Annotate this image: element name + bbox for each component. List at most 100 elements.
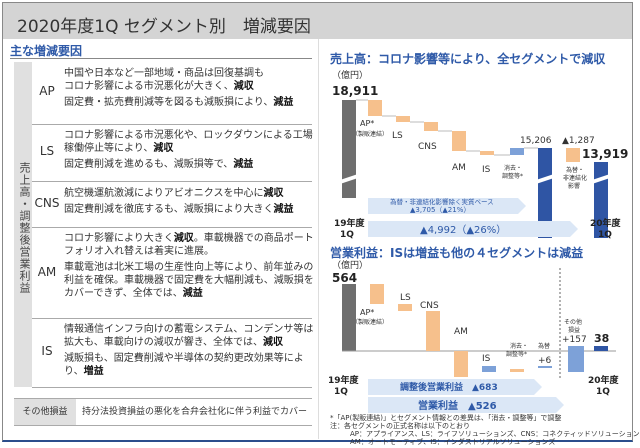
profit-bar-is: [482, 366, 496, 372]
sales-bar-start: [342, 100, 356, 198]
footnote: *「AP(製販連結)」とセグメント情報との差異は、「消去・調整等」で調整: [330, 414, 562, 422]
section-title: 主な増減要因: [10, 44, 83, 58]
desc-bold: 減収: [153, 143, 174, 154]
label-cns: CNS: [418, 142, 437, 152]
sales-subtotal-label: 15,206: [520, 136, 552, 146]
desc-bold: 減益: [233, 159, 254, 170]
label-am: AM: [452, 163, 466, 173]
title-bar: 2020年度1Q セグメント別 増減要因: [3, 3, 632, 39]
segment-code: IS: [41, 344, 53, 358]
label-elim-2: 調整等*: [506, 350, 527, 358]
sales-bar-ls: [396, 116, 410, 122]
label-ls: LS: [400, 293, 411, 303]
axis-break-icon: [592, 174, 610, 184]
label-ap: AP*: [360, 308, 374, 317]
footnote: 注：各セグメントの正式名称は以下のとおり: [330, 422, 470, 430]
profit-bar-elim: [510, 369, 524, 372]
desc-bold: 減益: [182, 288, 203, 299]
sales-unit: （億円）: [332, 71, 369, 81]
profit-start-period-1: 19年度: [328, 374, 360, 386]
label-cns: CNS: [420, 301, 439, 311]
profit-bar-other: [568, 346, 584, 372]
vertical-label-cell: 売上高・調整後営業利益: [14, 62, 32, 387]
desc-line: 航空機運航激減によりアビオニクスを中心に: [64, 188, 264, 199]
axis-break-icon: [340, 174, 358, 184]
desc-line: コロナ影響により大きく: [64, 233, 174, 244]
sales-arrow-real-1: 為替・非連結化影響除く実質ベース: [390, 197, 494, 206]
segment-description: コロナ影響による市況悪化や、ロックダウンによる工場 稼働停止等により、減収 固定費…: [64, 129, 314, 171]
segment-row-ap: AP 中国や日本など一部地域・商品は回復基調も コロナ影響による市況悪化が大きく、…: [32, 62, 312, 125]
label-is: IS: [482, 354, 491, 364]
segment-row-cns: CNS 航空機運航激減によりアビオニクスを中心に減収 固定費削減を徹底するも、減…: [32, 181, 312, 228]
profit-other-delta: +157: [562, 335, 587, 345]
profit-fx-delta: +6: [538, 356, 552, 366]
profit-bar-ap: [370, 284, 384, 304]
sales-bar-elim: [510, 148, 524, 155]
label-other-2: 損益: [568, 326, 580, 334]
vertical-label: 売上高・調整後営業利益: [18, 162, 31, 294]
sales-arrow-real-2: ▲3,705（▲21%）: [410, 206, 470, 214]
sales-bar-is: [480, 151, 494, 155]
profit-end-period-2: 1Q: [596, 387, 610, 397]
desc-line: 固定費削減を徹底するも、減販損により大きく: [64, 204, 274, 215]
sales-bar-cns: [424, 122, 438, 131]
label-fx-3: 影響: [568, 182, 580, 190]
label-fx-1: 為替・: [566, 166, 584, 174]
segment-row-am: AM コロナ影響により大きく減収。車載機器での商品ポートフォリオ入れ替えは着実に…: [32, 227, 314, 319]
sales-start-period-2: 1Q: [340, 230, 354, 240]
label-am: AM: [454, 327, 468, 337]
sales-bar-am: [452, 131, 466, 151]
desc-line: 固定費削減を進めるも、減販損等で、: [64, 159, 234, 170]
label-ap-sub: （製販連結）: [352, 318, 388, 326]
segment-description: コロナ影響により大きく減収。車載機器での商品ポートフォリオ入れ替えは着実に進展。…: [64, 232, 314, 300]
desc-line: 減販損も、固定費削減や半導体の契約更改効果等により、: [64, 353, 304, 377]
profit-bar-end: [594, 346, 608, 351]
profit-bar-ls: [398, 304, 412, 311]
factor-table: 売上高・調整後営業利益 AP 中国や日本など一部地域・商品は回復基調も コロナ影響…: [14, 62, 314, 388]
segment-code: CNS: [34, 196, 60, 210]
profit-waterfall-chart: 564 AP* （製販連結） LS CNS AM IS 消去・ 調整等* 為替 …: [328, 268, 620, 397]
label-ap-sub: （製販連結）: [352, 130, 388, 138]
profit-unit: （億円）: [332, 261, 369, 271]
sales-end-period-1: 20年度: [590, 217, 622, 229]
axis-break-icon: [536, 174, 554, 184]
other-income-text: 持分法投資損益の悪化を合弁会社化に伴う利益でカバー: [82, 407, 308, 417]
sales-fx-delta: ▲1,287: [562, 136, 595, 146]
slide-frame: [2, 2, 633, 442]
desc-line: 情報通信インフラ向けの蓄電システム、コンデンサ等は拡大も、車載向けの減収が響き、…: [64, 324, 314, 348]
sales-bar-fx: [566, 148, 580, 162]
sales-chart-title: 売上高：コロナ影響等により、全セグメントで減収: [330, 52, 606, 66]
profit-arrow-operating: [368, 397, 564, 413]
desc-line: 車載電池は北米工場の生産性向上等により、前年並みの利益を確保。車載機器で固定費を…: [64, 262, 314, 299]
desc-bold: 減収: [263, 337, 283, 348]
column-divider: [318, 39, 319, 439]
profit-arrow-operating-label: 営業利益 ▲526: [418, 399, 497, 412]
footnote: AM：オートモーティブ、IS：インダストリアルソリューションズ: [350, 438, 556, 446]
desc-bold: 減収: [263, 188, 284, 199]
segment-code: AP: [39, 84, 55, 98]
profit-chart-title: 営業利益：ISは増益も他の４セグメントは減益: [330, 246, 584, 260]
desc-line: 中国や日本など一部地域・商品は回復基調も: [64, 68, 264, 79]
segment-code: AM: [37, 265, 57, 279]
segment-description: 航空機運航激減によりアビオニクスを中心に減収 固定費削減を徹底するも、減販損によ…: [64, 187, 314, 216]
label-ap: AP*: [360, 119, 374, 128]
sales-start-label: 18,911: [332, 84, 378, 98]
sales-arrow-total: [368, 221, 578, 237]
sales-start-period-1: 19年度: [334, 217, 366, 229]
segment-row-is: IS 情報通信インフラ向けの蓄電システム、コンデンサ等は拡大も、車載向けの減収が…: [32, 318, 314, 388]
sales-end-period-2: 1Q: [598, 230, 612, 240]
desc-line: 稼働停止等により、: [64, 143, 154, 154]
label-fx-2: 非連結化: [563, 174, 587, 182]
desc-bold: 減益: [273, 204, 294, 215]
profit-arrow-adjusted-label: 調整後営業利益 ▲683: [400, 381, 498, 393]
desc-line: コロナ影響による市況悪化や、ロックダウンによる工場: [64, 130, 313, 141]
label-ls: LS: [392, 131, 403, 141]
profit-bar-am: [454, 351, 468, 377]
label-elim-1: 消去・: [510, 342, 528, 350]
desc-bold: 減益: [273, 97, 294, 108]
profit-bar-fx: [538, 366, 552, 368]
segment-code: LS: [39, 144, 55, 158]
sales-arrow-real: [368, 198, 526, 214]
label-other-1: その他: [564, 318, 582, 326]
profit-arrow-wrap: 営業利益 ▲526: [368, 397, 564, 413]
